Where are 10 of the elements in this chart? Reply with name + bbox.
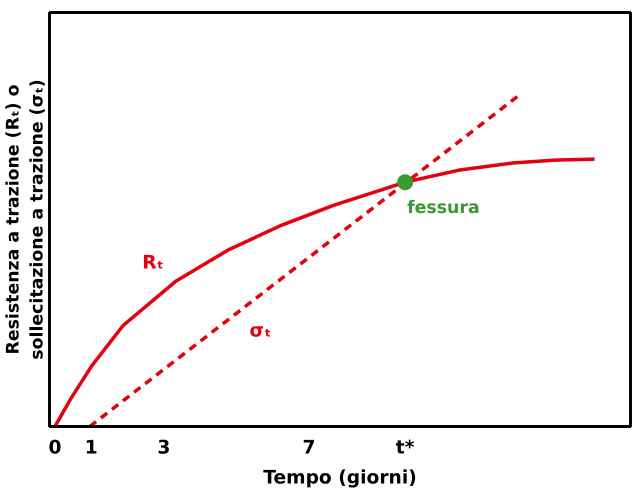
series-label: Rₜ [142, 252, 164, 274]
x-tick-label: 7 [302, 438, 316, 458]
x-tick-label: 3 [157, 438, 170, 458]
x-tick-label: 0 [48, 438, 62, 458]
y-axis-title: Resistenza a trazione (Rₜ) o sollecitazione a trazione (σₜ) [4, 79, 48, 360]
x-tick-label: 1 [84, 438, 98, 458]
series-label: σₜ [250, 320, 272, 342]
x-tick-label: t* [396, 438, 415, 458]
series-label: fessura [407, 198, 480, 218]
x-axis-title: Tempo (giorni) [263, 468, 417, 488]
